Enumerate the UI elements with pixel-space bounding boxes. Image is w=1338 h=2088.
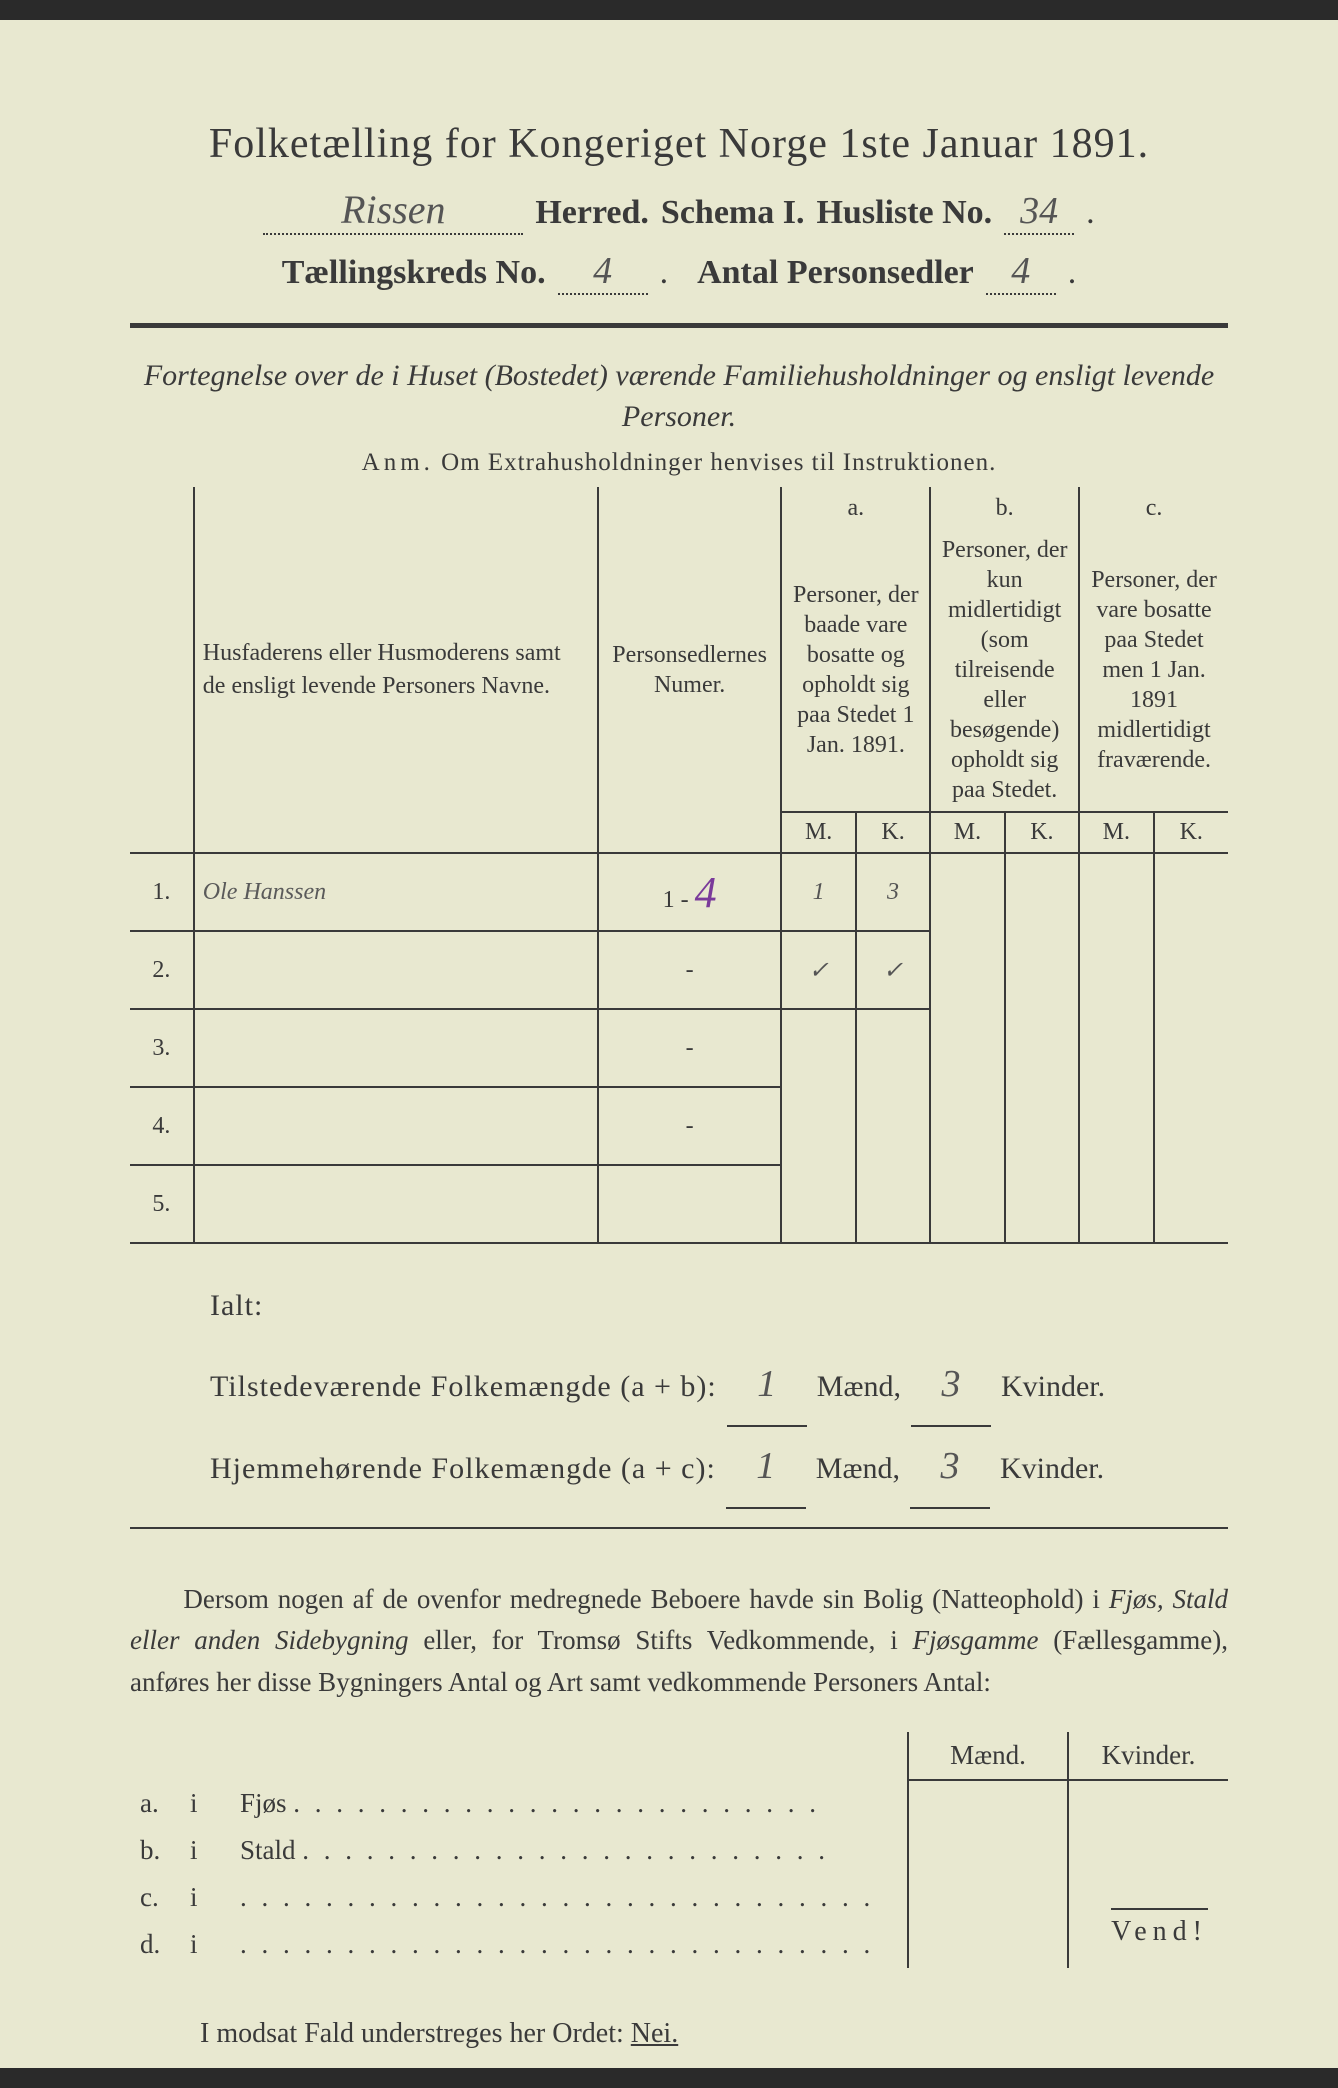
building-row: c. i . . . . . . . . . . . . . . . . . .… (130, 1874, 1228, 1921)
ialt-label: Ialt: (210, 1274, 1228, 1337)
census-form-page: Folketælling for Kongeriget Norge 1ste J… (0, 20, 1338, 2068)
husliste-label: Husliste No. (816, 194, 992, 232)
col-b-header: Personer, der kun midlertidigt (som tilr… (930, 529, 1079, 812)
anm-line: Anm. Om Extrahusholdninger henvises til … (130, 449, 1228, 477)
antal-label: Antal Personsedler (697, 254, 974, 292)
modsat-line: I modsat Fald understreges her Ordet: Ne… (200, 2018, 1228, 2050)
header-line-1: Rissen Herred. Schema I. Husliste No. 34… (130, 186, 1228, 235)
table-row: 4. - (130, 1087, 1228, 1165)
subtitle: Fortegnelse over de i Huset (Bostedet) v… (130, 356, 1228, 437)
husliste-value: 34 (1004, 189, 1074, 235)
herred-label: Herred. (535, 194, 649, 232)
building-row: d. i . . . . . . . . . . . . . . . . . .… (130, 1921, 1228, 1968)
divider (130, 1527, 1228, 1529)
kreds-label: Tællingskreds No. (282, 254, 546, 292)
herred-value: Rissen (263, 186, 523, 235)
col1-header: Husfaderens eller Husmoderens samt de en… (194, 487, 598, 853)
divider (130, 323, 1228, 328)
main-table: Husfaderens eller Husmoderens samt de en… (130, 487, 1228, 1244)
totals-line-2: Hjemmehørende Folkemængde (a + c): 1 Mæn… (210, 1427, 1228, 1509)
col-a-header: Personer, der baade vare bosatte og opho… (781, 529, 930, 812)
vend-label: Vend! (1111, 1908, 1208, 1948)
c-m: M. (1079, 812, 1153, 853)
building-paragraph: Dersom nogen af de ovenfor medregnede Be… (130, 1579, 1228, 1705)
a-k: K. (856, 812, 930, 853)
a-m: M. (781, 812, 855, 853)
table-row: 2. - ✓ ✓ (130, 931, 1228, 1009)
col2-header: Personsedlernes Numer. (598, 487, 782, 853)
anm-text: Om Extrahusholdninger henvises til Instr… (441, 449, 996, 476)
b-m: M. (930, 812, 1004, 853)
building-table: Mænd. Kvinder. a. i Fjøs . . . . . . . .… (130, 1732, 1228, 1968)
building-row: b. i Stald . . . . . . . . . . . . . . .… (130, 1827, 1228, 1874)
col-c-header: Personer, der vare bosatte paa Stedet me… (1079, 529, 1228, 812)
row-sedler: 1 - 4 (598, 853, 782, 931)
row-num: 1. (130, 853, 194, 931)
totals-block: Ialt: Tilstedeværende Folkemængde (a + b… (210, 1274, 1228, 1509)
building-head: Mænd. Kvinder. (130, 1732, 1228, 1780)
row-name: Ole Hanssen (194, 853, 598, 931)
kreds-value: 4 (558, 249, 648, 295)
schema-label: Schema I. (661, 194, 805, 232)
col-a-label: a. (781, 487, 930, 529)
b-k: K. (1005, 812, 1079, 853)
table-row: 5. (130, 1165, 1228, 1243)
page-title: Folketælling for Kongeriget Norge 1ste J… (130, 120, 1228, 168)
col-b-label: b. (930, 487, 1079, 529)
totals-line-1: Tilstedeværende Folkemængde (a + b): 1 M… (210, 1345, 1228, 1427)
header-line-2: Tællingskreds No. 4 . Antal Personsedler… (130, 249, 1228, 295)
col-c-label: c. (1079, 487, 1228, 529)
nei-word: Nei. (631, 2018, 678, 2049)
building-row: a. i Fjøs . . . . . . . . . . . . . . . … (130, 1780, 1228, 1827)
table-row: 1. Ole Hanssen 1 - 4 1 3 (130, 853, 1228, 931)
anm-label: Anm. (362, 449, 434, 476)
antal-value: 4 (986, 249, 1056, 295)
table-row: 3. - (130, 1009, 1228, 1087)
c-k: K. (1154, 812, 1228, 853)
